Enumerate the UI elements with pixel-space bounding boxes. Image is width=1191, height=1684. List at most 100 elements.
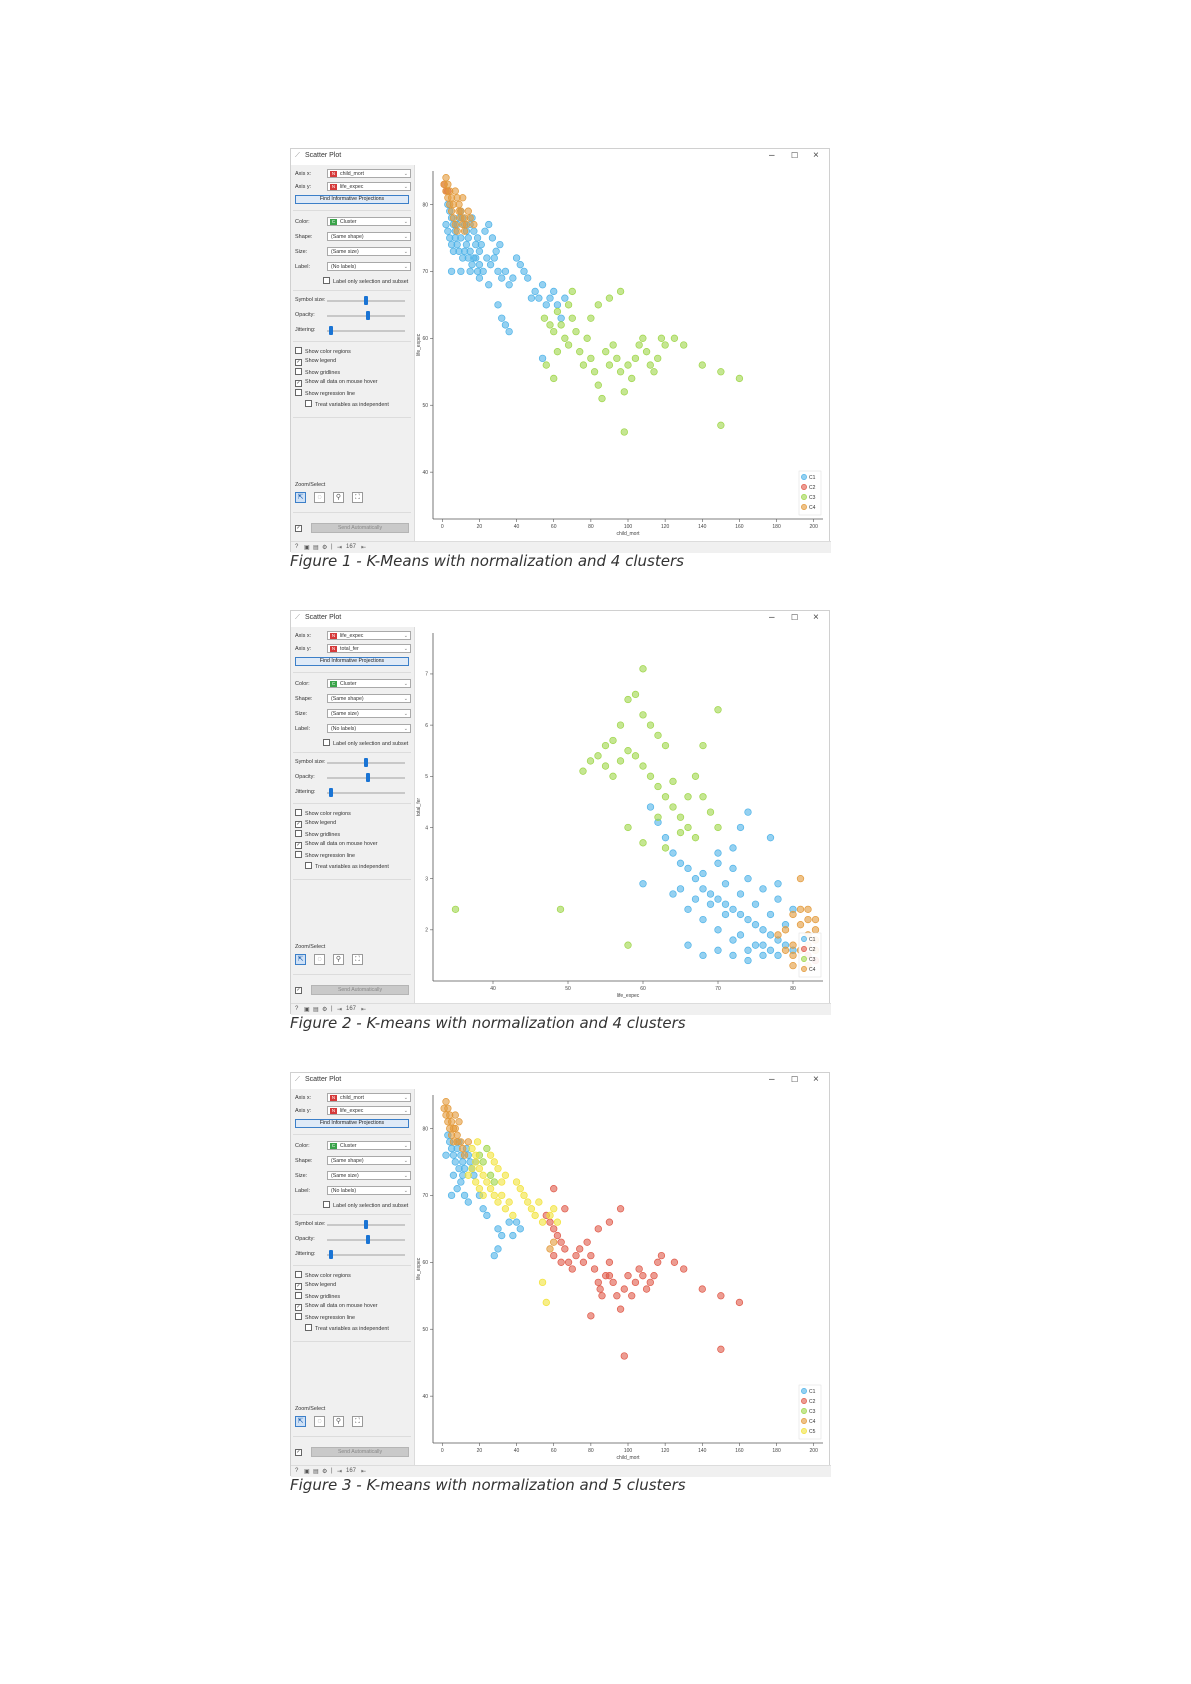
- data-point[interactable]: [444, 180, 452, 189]
- data-point[interactable]: [774, 895, 782, 903]
- data-point[interactable]: [486, 1171, 495, 1179]
- data-point[interactable]: [594, 1225, 602, 1233]
- data-point[interactable]: [698, 361, 706, 369]
- data-point[interactable]: [564, 301, 573, 309]
- data-point[interactable]: [789, 961, 797, 970]
- data-point[interactable]: [553, 307, 562, 316]
- data-point[interactable]: [557, 1258, 565, 1266]
- data-point[interactable]: [736, 910, 745, 919]
- show-regression-checkbox[interactable]: Show regression line: [295, 389, 355, 397]
- shape-combo[interactable]: (Same shape) ⌄: [327, 694, 411, 703]
- data-point[interactable]: [557, 321, 565, 329]
- treat-independent-checkbox[interactable]: Treat variables as independent: [305, 861, 389, 870]
- jittering-slider-track[interactable]: [327, 792, 405, 794]
- data-point[interactable]: [451, 220, 459, 229]
- show-legend-checkbox[interactable]: ✓ Show legend: [295, 358, 336, 366]
- data-point[interactable]: [509, 1231, 517, 1240]
- data-point[interactable]: [789, 951, 797, 960]
- data-point[interactable]: [486, 1151, 495, 1159]
- data-point[interactable]: [605, 361, 614, 369]
- data-point[interactable]: [453, 227, 461, 235]
- data-point[interactable]: [475, 1164, 484, 1173]
- data-point[interactable]: [496, 240, 504, 249]
- lasso-icon[interactable]: ◌: [314, 954, 325, 965]
- data-point[interactable]: [457, 1178, 465, 1186]
- data-point[interactable]: [486, 261, 495, 269]
- data-point[interactable]: [498, 1191, 506, 1200]
- data-point[interactable]: [691, 874, 700, 883]
- data-point[interactable]: [766, 946, 775, 954]
- data-point[interactable]: [620, 1352, 628, 1360]
- data-point[interactable]: [572, 1251, 580, 1260]
- label-only-checkbox[interactable]: Label only selection and subset: [323, 1201, 408, 1209]
- data-point[interactable]: [501, 1205, 510, 1213]
- data-point[interactable]: [639, 1272, 647, 1280]
- data-point[interactable]: [605, 294, 614, 302]
- data-point[interactable]: [468, 1144, 476, 1153]
- data-point[interactable]: [759, 926, 767, 934]
- data-point[interactable]: [650, 1272, 658, 1280]
- data-point[interactable]: [498, 314, 506, 322]
- minimize-icon[interactable]: –: [769, 1074, 775, 1085]
- auto-send-checkbox[interactable]: ✓: [295, 524, 305, 532]
- data-point[interactable]: [494, 1225, 502, 1233]
- label-combo[interactable]: (No labels) ⌄: [327, 724, 411, 733]
- data-point[interactable]: [576, 348, 584, 356]
- data-point[interactable]: [774, 951, 782, 960]
- data-point[interactable]: [620, 428, 628, 436]
- data-point[interactable]: [676, 859, 685, 867]
- data-point[interactable]: [464, 1138, 472, 1146]
- data-point[interactable]: [699, 741, 707, 750]
- data-point[interactable]: [485, 220, 493, 229]
- data-point[interactable]: [721, 910, 730, 919]
- data-point[interactable]: [631, 1278, 640, 1287]
- data-point[interactable]: [490, 1178, 498, 1186]
- data-point[interactable]: [479, 1191, 487, 1200]
- data-point[interactable]: [449, 1124, 458, 1133]
- data-point[interactable]: [670, 334, 679, 342]
- data-point[interactable]: [717, 421, 725, 429]
- data-point[interactable]: [447, 207, 456, 215]
- data-point[interactable]: [735, 374, 744, 383]
- data-point[interactable]: [654, 1258, 662, 1266]
- data-point[interactable]: [542, 361, 550, 369]
- data-point[interactable]: [796, 905, 805, 914]
- data-point[interactable]: [766, 910, 775, 919]
- data-point[interactable]: [635, 1265, 643, 1273]
- data-point[interactable]: [550, 1225, 558, 1233]
- data-point[interactable]: [811, 915, 820, 924]
- close-icon[interactable]: ×: [813, 1074, 819, 1085]
- data-point[interactable]: [460, 1191, 469, 1200]
- data-point[interactable]: [601, 741, 610, 750]
- data-point[interactable]: [464, 234, 472, 242]
- data-point[interactable]: [550, 1238, 558, 1246]
- data-point[interactable]: [676, 828, 685, 837]
- data-point[interactable]: [564, 341, 573, 349]
- data-point[interactable]: [587, 1251, 595, 1260]
- data-point[interactable]: [468, 1164, 476, 1173]
- data-point[interactable]: [579, 767, 587, 775]
- show-regression-checkbox[interactable]: Show regression line: [295, 1313, 355, 1321]
- data-point[interactable]: [475, 247, 484, 255]
- data-point[interactable]: [628, 1292, 636, 1300]
- data-point[interactable]: [684, 941, 692, 949]
- data-point[interactable]: [706, 890, 715, 898]
- data-point[interactable]: [561, 294, 569, 302]
- data-point[interactable]: [546, 1218, 554, 1226]
- data-point[interactable]: [583, 1238, 591, 1246]
- data-point[interactable]: [498, 1178, 506, 1186]
- data-point[interactable]: [498, 274, 506, 282]
- data-point[interactable]: [804, 905, 812, 914]
- data-point[interactable]: [714, 946, 722, 954]
- data-point[interactable]: [657, 334, 666, 342]
- data-point[interactable]: [451, 905, 460, 914]
- show-color-regions-checkbox[interactable]: Show color regions: [295, 1271, 351, 1279]
- data-point[interactable]: [444, 1104, 452, 1113]
- data-point[interactable]: [550, 327, 558, 336]
- data-point[interactable]: [587, 314, 595, 322]
- data-point[interactable]: [774, 931, 782, 939]
- data-point[interactable]: [479, 1171, 487, 1179]
- data-point[interactable]: [624, 1272, 632, 1280]
- zoom-icon[interactable]: ⚲: [333, 492, 344, 503]
